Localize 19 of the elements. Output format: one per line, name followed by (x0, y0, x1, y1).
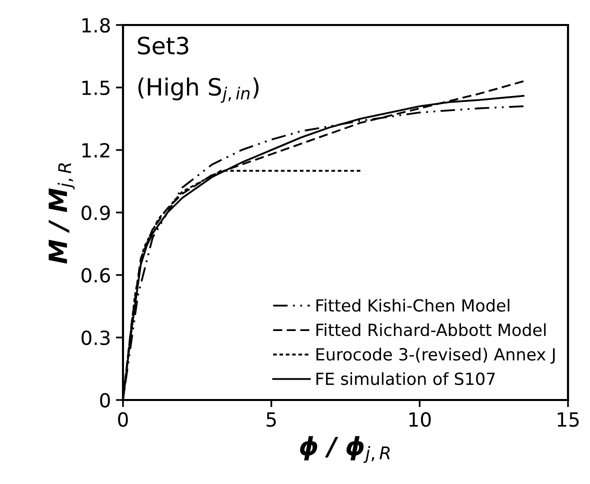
legend-label: Eurocode 3-(revised) Annex J (316, 348, 555, 364)
y-tick-label: 1.5 (82, 80, 110, 96)
x-tick-label: 0 (118, 412, 128, 427)
y-tick-label: 1.8 (82, 18, 110, 33)
x-tick-label: 10 (409, 412, 431, 427)
y-axis-title: M / M$_{j,R}$ (48, 163, 75, 264)
annotation: (High S$_{j,in}$) (138, 78, 259, 103)
x-tick-label: 5 (266, 412, 276, 427)
y-tick-label: 0 (100, 392, 110, 408)
legend-label: FE simulation of S107 (316, 372, 495, 386)
y-tick-label: 0.9 (82, 205, 110, 220)
annotation: Set3 (138, 36, 188, 55)
x-axis-title: ϕ / ϕ$_{j,R}$ (300, 436, 390, 463)
x-tick-label: 15 (558, 412, 579, 427)
y-tick-label: 0.6 (82, 268, 110, 283)
legend-label: Fitted Kishi-Chen Model (316, 298, 510, 312)
y-tick-label: 0.3 (82, 330, 110, 346)
legend-label: Fitted Richard-Abbott Model (316, 323, 546, 336)
y-tick-label: 1.2 (82, 142, 110, 158)
